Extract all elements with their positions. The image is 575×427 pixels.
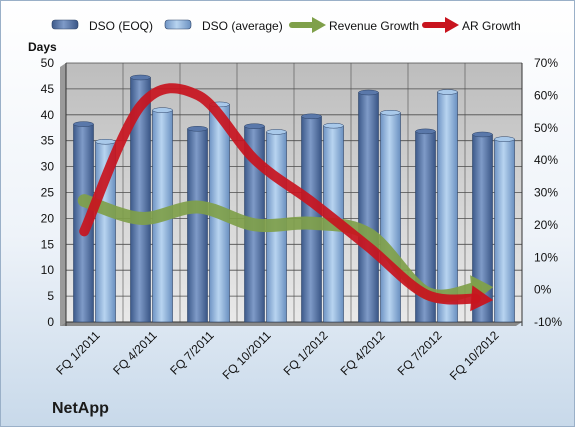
bar-top xyxy=(494,136,515,142)
legend-label: AR Growth xyxy=(462,19,521,33)
y-tick-label-right: 70% xyxy=(534,56,558,70)
y-tick-label-right: 60% xyxy=(534,88,558,102)
x-tick-label: FQ 4/2011 xyxy=(110,328,160,378)
y-tick-label-right: 20% xyxy=(534,218,558,232)
y-axis-title: Days xyxy=(28,40,57,54)
bar-top xyxy=(187,126,208,132)
y-tick-label-left: 35 xyxy=(41,134,55,148)
y-tick-label-left: 45 xyxy=(41,82,55,96)
y-tick-label-right: 40% xyxy=(534,153,558,167)
ar-growth-line xyxy=(79,83,481,305)
x-tick-label: FQ 7/2011 xyxy=(167,328,217,378)
y-tick-label-left: 25 xyxy=(41,186,55,200)
bar-top xyxy=(73,121,94,127)
y-tick-label-right: 10% xyxy=(534,250,558,264)
bar-top xyxy=(244,123,265,129)
y-tick-label-left: 50 xyxy=(41,56,55,70)
legend-label: Revenue Growth xyxy=(329,19,419,33)
bar-dso-average xyxy=(494,138,515,323)
y-tick-label-left: 20 xyxy=(41,211,55,225)
plot-side-wall xyxy=(60,63,66,326)
x-tick-label: FQ 1/2011 xyxy=(53,328,103,378)
y-tick-label-right: 0% xyxy=(534,283,552,297)
bar-dso-average xyxy=(437,91,458,323)
bar-dso-eoq xyxy=(358,92,379,323)
legend-swatch-arrowhead xyxy=(445,17,459,33)
legend-swatch-dso-eoq xyxy=(51,19,79,30)
bar-top xyxy=(323,122,344,129)
x-tick-label: FQ 10/2012 xyxy=(447,328,502,383)
bar-top xyxy=(380,109,401,116)
y-tick-label-right: -10% xyxy=(534,315,562,329)
x-tick-label: FQ 7/2012 xyxy=(395,328,445,378)
bar-top xyxy=(95,138,116,145)
legend-swatch-arrowhead xyxy=(312,17,326,33)
plot-floor xyxy=(60,322,522,326)
bar-top xyxy=(130,74,151,81)
y-tick-label-left: 5 xyxy=(47,289,54,303)
y-tick-label-left: 40 xyxy=(41,108,55,122)
bar-top xyxy=(358,89,379,96)
legend-label: DSO (EOQ) xyxy=(89,19,153,33)
y-tick-label-right: 30% xyxy=(534,186,558,200)
ar-growth-arrowhead xyxy=(470,285,494,312)
company-name: NetApp xyxy=(52,400,109,417)
x-tick-label: FQ 10/2011 xyxy=(220,328,274,382)
bar-dso-eoq xyxy=(187,128,208,323)
y-tick-label-left: 0 xyxy=(47,315,54,329)
legend-swatch-dso-average xyxy=(164,19,192,30)
bar-top xyxy=(266,129,287,135)
y-tick-label-left: 30 xyxy=(41,160,55,174)
y-tick-label-left: 10 xyxy=(41,263,55,277)
legend-label: DSO (average) xyxy=(202,19,283,33)
bar-top xyxy=(301,113,322,120)
y-tick-label-left: 15 xyxy=(41,237,55,251)
y-tick-label-right: 50% xyxy=(534,121,558,135)
bar-top xyxy=(415,128,436,135)
x-tick-label: FQ 1/2012 xyxy=(281,328,331,378)
bar-top xyxy=(152,107,173,113)
bar-top xyxy=(472,131,493,138)
bar-top xyxy=(437,89,458,95)
x-tick-label: FQ 4/2012 xyxy=(338,328,388,378)
bar-dso-average xyxy=(380,112,401,323)
